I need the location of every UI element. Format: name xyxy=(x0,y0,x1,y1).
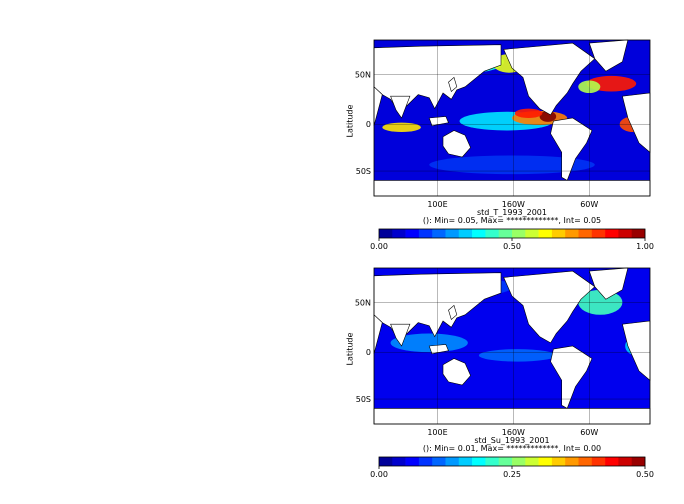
land-mass xyxy=(588,267,629,300)
colorbar-segment xyxy=(565,457,579,466)
land-mass xyxy=(373,180,651,197)
colorbar-segment xyxy=(591,229,606,238)
colorbar-segment xyxy=(512,457,526,466)
colorbar-tick-label: 0.50 xyxy=(503,242,521,251)
colorbar-segment xyxy=(392,457,406,466)
colorbar-tick-label: 0.00 xyxy=(370,242,388,251)
colorbar-segment xyxy=(538,229,553,238)
land-mass xyxy=(588,39,629,72)
temperature-map xyxy=(373,39,651,197)
land-mass xyxy=(428,116,449,127)
land-mass xyxy=(428,344,449,355)
colorbar-tick-label: 0.50 xyxy=(636,470,654,479)
salinity-map xyxy=(373,267,651,425)
temperature-axes: 100E 160W 60W 50N 0 50S xyxy=(355,39,651,209)
colorbar-segment xyxy=(405,457,420,466)
colorbar-segment xyxy=(472,229,486,238)
salinity-map-svg: 100E 160W 60W 50N 0 50S 0.00 0.25 0.50 xyxy=(355,267,654,479)
x-tick-label: 100E xyxy=(427,200,447,209)
colorbar-segment xyxy=(432,229,446,238)
colorbar-segment xyxy=(392,229,406,238)
colorbar-segment xyxy=(551,229,566,238)
colorbar-segment xyxy=(472,457,486,466)
colorbar-segment xyxy=(551,457,566,466)
map-frame xyxy=(373,267,651,425)
land-mass xyxy=(442,358,471,386)
x-tick-label: 160W xyxy=(502,428,525,437)
colorbar-segment xyxy=(525,457,539,466)
colorbar-tick-label: 1.00 xyxy=(636,242,654,251)
x-tick-label: 160W xyxy=(502,200,525,209)
colorbar-segment xyxy=(565,229,579,238)
land-mass xyxy=(448,304,458,321)
chart-panel-temperature: 100E 160W 60W 50N 0 50S 0.00 0.50 1.00 Latitude… xyxy=(345,39,654,251)
land-mass xyxy=(373,408,651,425)
salinity-title: std_Su_1993_2001 xyxy=(474,436,550,445)
colorbar-segment xyxy=(405,229,420,238)
colorbar-tick-label: 0.25 xyxy=(503,470,521,479)
colorbar-segment xyxy=(485,229,499,238)
land-mass xyxy=(622,92,651,153)
colorbar-segment xyxy=(418,229,433,238)
land-mass xyxy=(622,320,651,381)
colorbar-segment xyxy=(445,229,460,238)
colorbar-segment xyxy=(525,229,539,238)
colorbar-segment xyxy=(618,229,632,238)
variability-region xyxy=(478,349,557,362)
x-tick-label: 60W xyxy=(580,200,598,209)
colorbar-segment xyxy=(618,457,632,466)
variability-region xyxy=(429,155,595,175)
colorbar-segment xyxy=(379,229,393,238)
salinity-ylabel: Latitude xyxy=(345,332,355,366)
land-mass xyxy=(390,323,411,347)
chart-panel-salinity: 100E 160W 60W 50N 0 50S 0.00 0.25 0.50 Latitude… xyxy=(0,252,684,504)
salinity-axes: 100E 160W 60W 50N 0 50S xyxy=(355,267,651,437)
y-tick-label: 0 xyxy=(366,120,371,129)
colorbar-segment xyxy=(379,457,393,466)
y-tick-label: 50S xyxy=(356,167,371,176)
temperature-ylabel: Latitude xyxy=(345,104,355,138)
colorbar-segment xyxy=(498,229,513,238)
salinity-colorbar: 0.00 0.25 0.50 xyxy=(370,456,654,479)
land-mass xyxy=(390,95,411,119)
colorbar-segment xyxy=(605,457,619,466)
colorbar-segment xyxy=(432,457,446,466)
temperature-map-svg: 100E 160W 60W 50N 0 50S 0.00 0.50 1.00 xyxy=(355,39,654,251)
y-tick-label: 50N xyxy=(355,70,371,79)
x-tick-label: 60W xyxy=(580,428,598,437)
salinity-subtitle: (): Min= 0.01, Max= *************, Int= … xyxy=(422,444,602,453)
colorbar-tick-label: 0.00 xyxy=(370,470,388,479)
variability-region xyxy=(382,122,421,133)
colorbar-segment xyxy=(591,457,606,466)
colorbar-segment xyxy=(605,229,619,238)
temperature-title: std_T_1993_2001 xyxy=(477,208,547,217)
y-tick-label: 0 xyxy=(366,348,371,357)
colorbar-segment xyxy=(458,229,473,238)
colorbar-segment xyxy=(418,457,433,466)
variability-region xyxy=(539,110,557,122)
variability-region xyxy=(390,333,468,353)
y-tick-label: 50N xyxy=(355,298,371,307)
land-mass xyxy=(448,76,458,93)
colorbar-segment xyxy=(485,457,499,466)
y-tick-label: 50S xyxy=(356,395,371,404)
map-frame xyxy=(373,39,651,197)
colorbar-segment xyxy=(458,457,473,466)
land-mass xyxy=(442,130,471,158)
colorbar-segment xyxy=(631,457,646,466)
colorbar-segment xyxy=(631,229,646,238)
colorbar-segment xyxy=(512,229,526,238)
colorbar-segment xyxy=(538,457,553,466)
temperature-colorbar: 0.00 0.50 1.00 xyxy=(370,228,654,251)
x-tick-label: 100E xyxy=(427,428,447,437)
colorbar-segment xyxy=(578,229,593,238)
colorbar-segment xyxy=(498,457,513,466)
temperature-subtitle: (): Min= 0.05, Max= *************, Int= … xyxy=(422,216,602,225)
variability-region xyxy=(514,108,543,118)
colorbar-segment xyxy=(578,457,593,466)
colorbar-segment xyxy=(445,457,460,466)
